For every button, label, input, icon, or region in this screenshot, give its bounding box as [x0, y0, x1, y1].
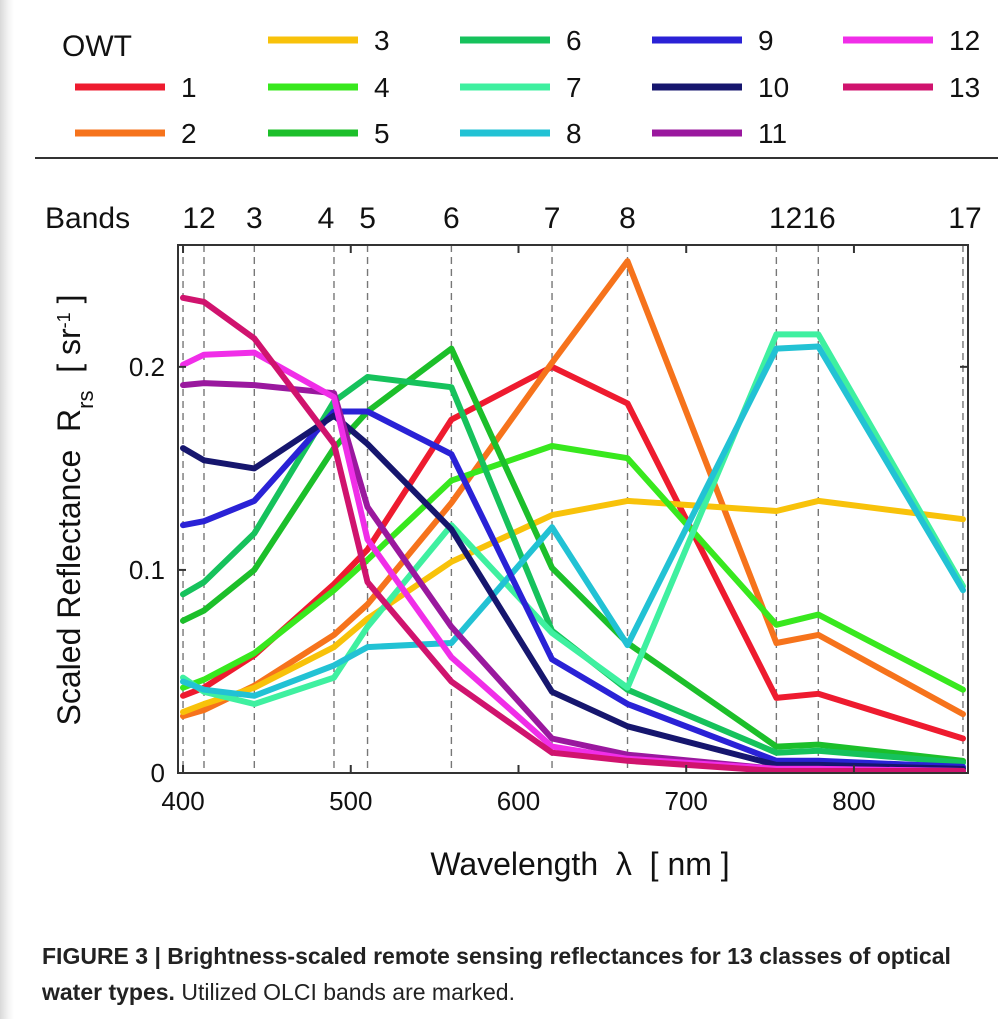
series-lines: [180, 258, 966, 774]
y-tick-label-2: 0.2: [129, 352, 165, 382]
figure-caption-title: FIGURE 3 | Brightness-scaled remote sens…: [42, 943, 951, 1005]
y-axis-title-sub: rs: [73, 391, 98, 409]
series-line-owt-4: [180, 443, 966, 693]
series-line-owt-6: [180, 374, 966, 766]
legend-label-owt-5: 5: [374, 118, 390, 149]
band-label-3: 4: [318, 202, 335, 235]
band-label-0: 12: [182, 202, 215, 235]
series-line-owt-10: [180, 412, 966, 772]
legend-label-owt-6: 6: [566, 25, 582, 56]
legend-label-owt-3: 3: [374, 25, 390, 56]
legend-label-owt-1: 1: [181, 72, 197, 103]
x-tick-label-800: 800: [832, 786, 875, 816]
y-axis-title-main: Scaled Reflectance R: [51, 409, 87, 726]
y-tick-label-0: 0: [151, 758, 165, 788]
legend-title: OWT: [62, 30, 132, 63]
band-label-8: 1216: [769, 202, 836, 235]
legend-label-owt-9: 9: [758, 25, 774, 56]
page-edge-shadow: [0, 0, 14, 1019]
y-axis-title-unit-close: ]: [51, 295, 87, 313]
legend-label-owt-2: 2: [181, 118, 197, 149]
plot-frame: [177, 244, 969, 774]
y-axis-title-unit-sup: -1: [54, 312, 74, 328]
legend-label-owt-10: 10: [758, 72, 789, 103]
x-tick-label-500: 500: [329, 786, 372, 816]
y-axis-title: Scaled Reflectance Rrs [ sr-1 ]: [51, 295, 98, 726]
bands-label: Bands: [45, 202, 130, 235]
x-tick-label-600: 600: [497, 786, 540, 816]
legend-label-owt-12: 12: [949, 25, 980, 56]
band-label-4: 5: [359, 202, 376, 235]
series-line-owt-8: [180, 343, 966, 699]
series-line-owt-13: [180, 294, 966, 774]
x-tick-label-400: 400: [161, 786, 204, 816]
legend-label-owt-8: 8: [566, 118, 582, 149]
legend-label-owt-13: 13: [949, 72, 980, 103]
legend-label-owt-11: 11: [758, 118, 787, 149]
x-axis-title: Wavelength λ [ nm ]: [430, 846, 729, 882]
x-tick-label-700: 700: [665, 786, 708, 816]
y-axis-title-unit: [ sr: [51, 328, 87, 391]
figure-caption-text: Utilized OLCI bands are marked.: [174, 979, 515, 1005]
series-line-owt-9: [180, 408, 966, 770]
figure-caption: FIGURE 3 | Brightness-scaled remote sens…: [42, 938, 972, 1010]
band-label-2: 3: [246, 202, 263, 235]
series-line-owt-1: [180, 363, 966, 742]
band-label-7: 8: [619, 202, 636, 235]
band-label-10: 17: [948, 202, 981, 235]
band-labels: Bands 12 3 4 5 6 7 8 1216 17: [45, 202, 982, 235]
legend-label-owt-7: 7: [566, 72, 582, 103]
series-line-owt-5: [180, 345, 966, 764]
axis-ticks: 400 500 600 700 800 0 0.1 0.2: [129, 245, 968, 816]
y-tick-label-1: 0.1: [129, 555, 165, 585]
band-label-6: 7: [544, 202, 561, 235]
legend-label-owt-4: 4: [374, 72, 390, 103]
band-label-5: 6: [443, 202, 460, 235]
